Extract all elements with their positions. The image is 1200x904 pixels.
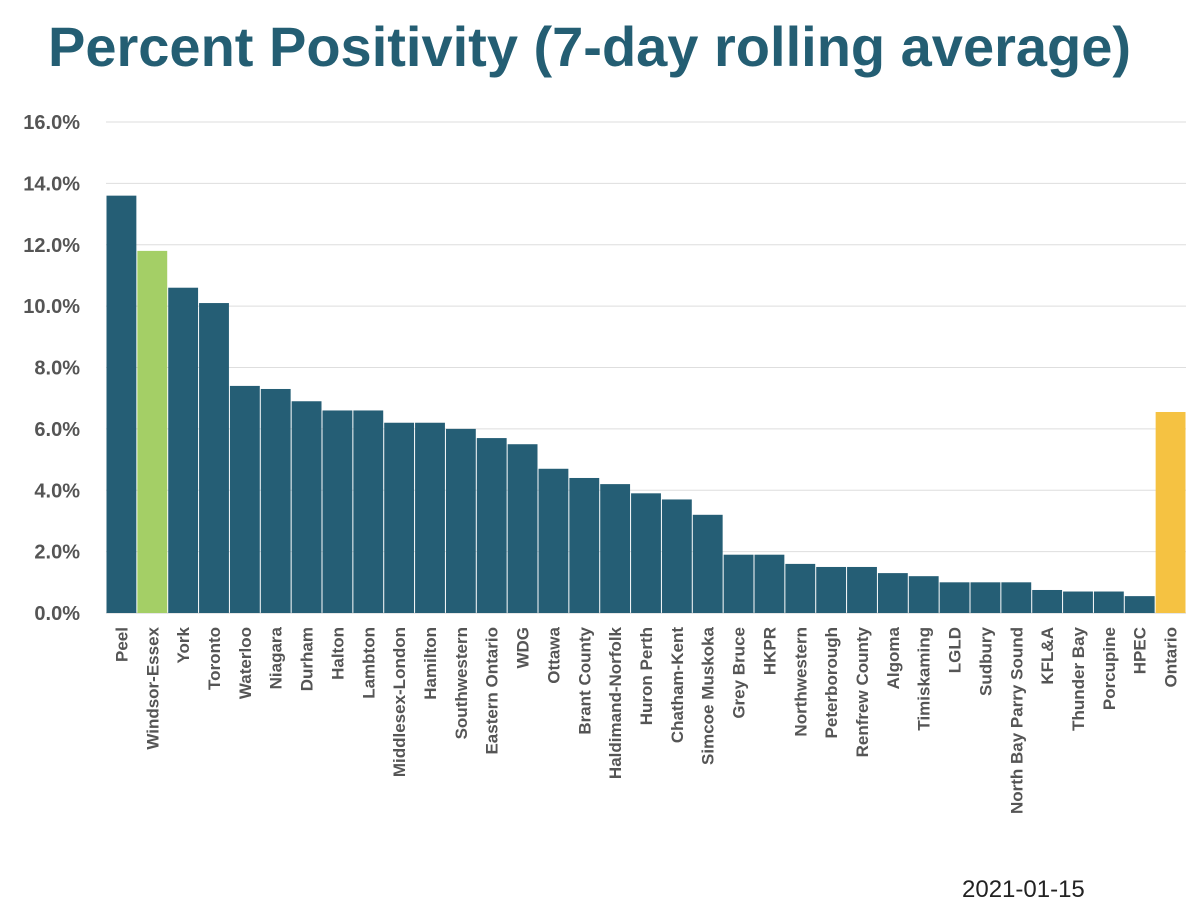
x-category-label: WDG [514, 627, 533, 669]
x-category-label: Porcupine [1100, 627, 1119, 710]
y-tick-label: 16.0% [23, 112, 80, 134]
x-category-label: York [174, 626, 193, 663]
x-category-label: North Bay Parry Sound [1007, 627, 1026, 814]
bar [877, 573, 908, 613]
x-category-label: Ontario [1162, 627, 1181, 687]
y-tick-label: 2.0% [34, 542, 80, 564]
x-category-label: Simcoe Muskoka [699, 626, 718, 764]
x-category-label: Chatham-Kent [668, 627, 687, 744]
x-category-label: Halton [328, 627, 347, 680]
bar [939, 582, 970, 613]
bar [1001, 582, 1032, 613]
bar [322, 410, 353, 613]
x-category-label: Southwestern [452, 627, 471, 739]
bar [600, 484, 631, 613]
y-axis-tick-labels: 0.0% 2.0% 4.0% 6.0% 8.0% 10.0% 12.0% 14.0% 16.0% [23, 112, 80, 625]
x-category-label: Eastern Ontario [483, 627, 502, 755]
y-tick-label: 12.0% [23, 235, 80, 257]
x-category-label: Durham [298, 627, 317, 691]
x-category-label: Peterborough [822, 627, 841, 738]
x-category-label: KFL&A [1038, 627, 1057, 685]
y-tick-label: 0.0% [34, 603, 80, 625]
bar [908, 576, 939, 613]
y-tick-label: 8.0% [34, 358, 80, 380]
bar [816, 566, 847, 613]
bar [106, 195, 137, 613]
x-category-label: Waterloo [236, 627, 255, 699]
x-category-label: Haldimand-Norfolk [606, 626, 625, 779]
bar [1155, 411, 1186, 613]
y-tick-label: 10.0% [23, 296, 80, 318]
bar [507, 444, 538, 613]
bar [291, 401, 322, 613]
x-axis-category-labels: Peel Windsor-Essex York Toronto Waterloo Niag… [112, 626, 1180, 814]
x-category-label: Huron Perth [637, 627, 656, 725]
bar [415, 422, 445, 613]
x-category-label: Grey Bruce [730, 627, 749, 719]
x-category-label: Northwestern [791, 627, 810, 737]
x-category-label: Niagara [267, 626, 286, 689]
bar [754, 554, 785, 613]
x-category-label: Sudbury [976, 626, 995, 695]
bar [229, 385, 260, 613]
x-category-label: Windsor-Essex [143, 626, 162, 749]
bar [1093, 591, 1124, 613]
x-category-label: Peel [112, 627, 131, 662]
bars [106, 195, 1186, 613]
bar [970, 582, 1001, 613]
x-category-label: LGLD [946, 627, 965, 673]
bar [1032, 589, 1063, 613]
x-category-label: Hamilton [421, 627, 440, 700]
x-category-label: Toronto [205, 627, 224, 690]
x-category-label: Middlesex-London [390, 627, 409, 777]
bar [199, 303, 229, 613]
bar [384, 422, 415, 613]
bar [1124, 596, 1155, 613]
bar [569, 477, 600, 613]
x-category-label: Timiskaming [915, 627, 934, 731]
y-tick-label: 4.0% [34, 480, 80, 502]
bar [445, 428, 476, 613]
x-category-label: Lambton [359, 627, 378, 699]
x-category-label: Thunder Bay [1069, 626, 1088, 730]
bar [168, 287, 199, 613]
x-category-label: Ottawa [544, 626, 563, 683]
x-category-label: Algoma [884, 626, 903, 689]
bar [785, 563, 816, 613]
y-tick-label: 6.0% [34, 419, 80, 441]
bar [476, 438, 507, 613]
chart-title: Percent Positivity (7-day rolling averag… [48, 15, 1132, 78]
bar [260, 388, 291, 613]
date-label: 2021-01-15 [962, 876, 1085, 903]
bar [353, 410, 384, 613]
bar [137, 250, 168, 613]
bar [538, 468, 569, 613]
bar [847, 566, 877, 613]
bar [692, 514, 723, 613]
bar [631, 493, 661, 613]
x-category-label: Brant County [575, 626, 594, 734]
bar [1063, 591, 1093, 613]
bar [661, 499, 692, 613]
x-category-label: Renfrew County [853, 626, 872, 757]
x-category-label: HKPR [760, 627, 779, 675]
y-tick-label: 14.0% [23, 173, 80, 195]
x-category-label: HPEC [1131, 627, 1150, 674]
bar [723, 554, 754, 613]
